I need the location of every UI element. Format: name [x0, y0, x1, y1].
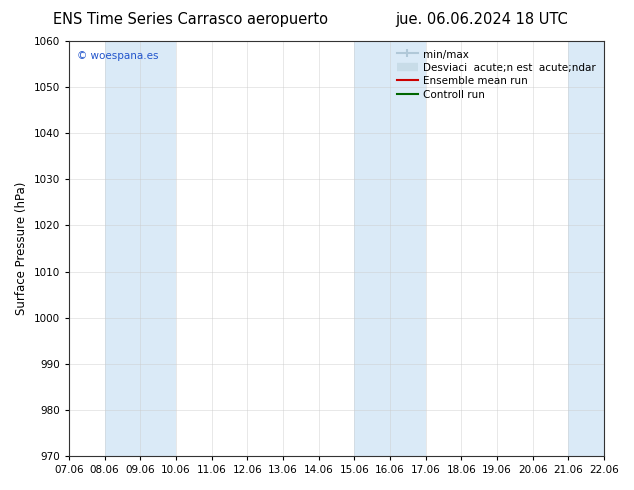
Text: © woespana.es: © woespana.es — [77, 51, 158, 61]
Y-axis label: Surface Pressure (hPa): Surface Pressure (hPa) — [15, 182, 28, 315]
Text: jue. 06.06.2024 18 UTC: jue. 06.06.2024 18 UTC — [396, 12, 568, 27]
Bar — [569, 41, 604, 456]
Bar — [354, 41, 425, 456]
Text: ENS Time Series Carrasco aeropuerto: ENS Time Series Carrasco aeropuerto — [53, 12, 328, 27]
Bar — [105, 41, 176, 456]
Legend: min/max, Desviaci  acute;n est  acute;ndar, Ensemble mean run, Controll run: min/max, Desviaci acute;n est acute;ndar… — [394, 46, 599, 103]
